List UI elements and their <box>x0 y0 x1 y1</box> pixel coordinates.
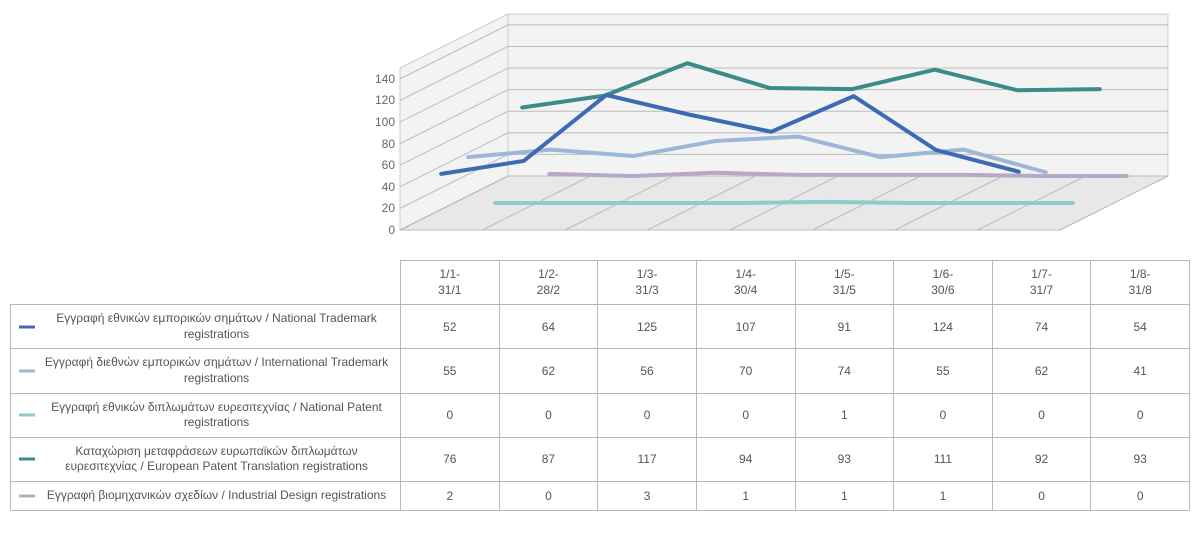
value-cell: 56 <box>598 349 697 393</box>
legend-swatch <box>19 369 35 372</box>
category-header: 1/8-31/8 <box>1091 261 1190 305</box>
value-cell: 124 <box>894 305 993 349</box>
value-cell: 1 <box>894 481 993 510</box>
category-header: 1/3-31/3 <box>598 261 697 305</box>
value-cell: 0 <box>499 393 598 437</box>
series-label-cell: Εγγραφή εθνικών διπλωμάτων ευρεσιτεχνίας… <box>11 393 401 437</box>
value-cell: 52 <box>401 305 500 349</box>
y-tick: 80 <box>382 137 395 151</box>
value-cell: 107 <box>696 305 795 349</box>
value-cell: 64 <box>499 305 598 349</box>
table-row: Εγγραφή εθνικών διπλωμάτων ευρεσιτεχνίας… <box>11 393 1190 437</box>
series-label: Εγγραφή διεθνών εμπορικών σημάτων / Inte… <box>45 355 388 385</box>
value-cell: 74 <box>795 349 894 393</box>
legend-swatch <box>19 494 35 497</box>
y-tick: 100 <box>375 115 395 129</box>
table-row: Καταχώριση μεταφράσεων ευρωπαϊκών διπλωμ… <box>11 437 1190 481</box>
value-cell: 0 <box>696 393 795 437</box>
table-header-row: 1/1-31/11/2-28/21/3-31/31/4-30/41/5-31/5… <box>11 261 1190 305</box>
table-row: Εγγραφή διεθνών εμπορικών σημάτων / Inte… <box>11 349 1190 393</box>
series-label-cell: Εγγραφή βιομηχανικών σχεδίων / Industria… <box>11 481 401 510</box>
value-cell: 87 <box>499 437 598 481</box>
value-cell: 1 <box>696 481 795 510</box>
value-cell: 0 <box>401 393 500 437</box>
value-cell: 111 <box>894 437 993 481</box>
legend-swatch <box>19 414 35 417</box>
legend-swatch <box>19 458 35 461</box>
value-cell: 74 <box>992 305 1091 349</box>
y-tick: 140 <box>375 72 395 86</box>
y-tick: 120 <box>375 93 395 107</box>
value-cell: 0 <box>1091 481 1190 510</box>
value-cell: 117 <box>598 437 697 481</box>
y-tick: 0 <box>388 223 395 237</box>
value-cell: 1 <box>795 393 894 437</box>
value-cell: 55 <box>894 349 993 393</box>
chart-svg <box>400 0 1180 230</box>
value-cell: 94 <box>696 437 795 481</box>
value-cell: 0 <box>1091 393 1190 437</box>
value-cell: 54 <box>1091 305 1190 349</box>
value-cell: 0 <box>894 393 993 437</box>
series-national_patent <box>495 202 1073 203</box>
y-tick: 60 <box>382 158 395 172</box>
legend-swatch <box>19 325 35 328</box>
category-header: 1/1-31/1 <box>401 261 500 305</box>
chart-plot-area: 020406080100120140 <box>400 0 1180 260</box>
value-cell: 76 <box>401 437 500 481</box>
series-label-cell: Εγγραφή εθνικών εμπορικών σημάτων / Nati… <box>11 305 401 349</box>
series-label: Εγγραφή εθνικών διπλωμάτων ευρεσιτεχνίας… <box>51 400 382 430</box>
chart-container: 020406080100120140 1/1-31/11/2-28/21/3-3… <box>0 0 1200 511</box>
table-body: Εγγραφή εθνικών εμπορικών σημάτων / Nati… <box>11 305 1190 510</box>
series-label: Καταχώριση μεταφράσεων ευρωπαϊκών διπλωμ… <box>65 444 368 474</box>
value-cell: 92 <box>992 437 1091 481</box>
table-row: Εγγραφή βιομηχανικών σχεδίων / Industria… <box>11 481 1190 510</box>
value-cell: 70 <box>696 349 795 393</box>
value-cell: 125 <box>598 305 697 349</box>
value-cell: 41 <box>1091 349 1190 393</box>
data-table: 1/1-31/11/2-28/21/3-31/31/4-30/41/5-31/5… <box>10 260 1190 511</box>
category-header: 1/6-30/6 <box>894 261 993 305</box>
category-header: 1/7-31/7 <box>992 261 1091 305</box>
value-cell: 91 <box>795 305 894 349</box>
table-row: Εγγραφή εθνικών εμπορικών σημάτων / Nati… <box>11 305 1190 349</box>
value-cell: 0 <box>598 393 697 437</box>
value-cell: 62 <box>499 349 598 393</box>
series-label: Εγγραφή βιομηχανικών σχεδίων / Industria… <box>47 488 386 502</box>
y-tick: 20 <box>382 201 395 215</box>
value-cell: 0 <box>499 481 598 510</box>
series-label-cell: Εγγραφή διεθνών εμπορικών σημάτων / Inte… <box>11 349 401 393</box>
category-header: 1/2-28/2 <box>499 261 598 305</box>
value-cell: 55 <box>401 349 500 393</box>
value-cell: 0 <box>992 481 1091 510</box>
value-cell: 3 <box>598 481 697 510</box>
plot <box>400 0 1180 230</box>
value-cell: 62 <box>992 349 1091 393</box>
value-cell: 2 <box>401 481 500 510</box>
series-label-cell: Καταχώριση μεταφράσεων ευρωπαϊκών διπλωμ… <box>11 437 401 481</box>
category-header: 1/5-31/5 <box>795 261 894 305</box>
value-cell: 93 <box>795 437 894 481</box>
corner-cell <box>11 261 401 305</box>
category-header: 1/4-30/4 <box>696 261 795 305</box>
value-cell: 93 <box>1091 437 1190 481</box>
y-tick: 40 <box>382 180 395 194</box>
series-label: Εγγραφή εθνικών εμπορικών σημάτων / Nati… <box>56 311 376 341</box>
value-cell: 1 <box>795 481 894 510</box>
value-cell: 0 <box>992 393 1091 437</box>
y-axis: 020406080100120140 <box>355 0 395 230</box>
